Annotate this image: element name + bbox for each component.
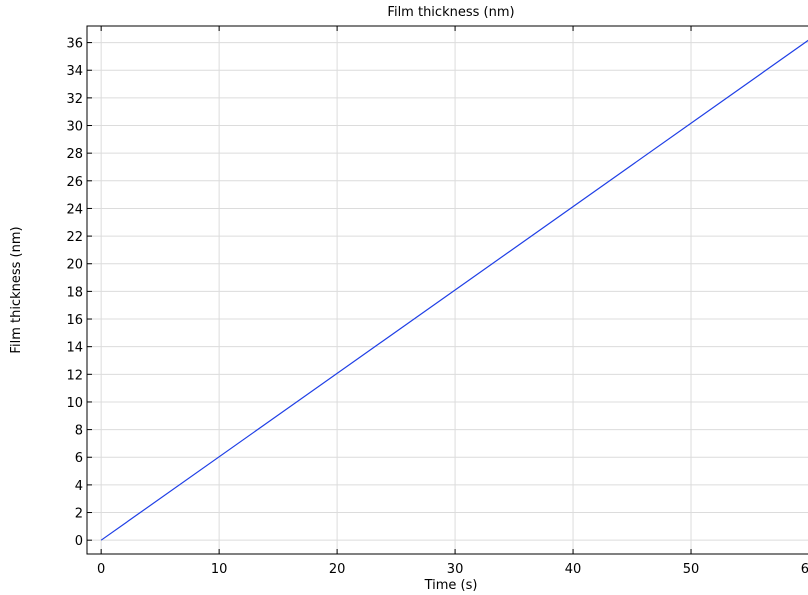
y-axis-label: Film thickness (nm) [9, 226, 24, 353]
y-tick-label: 36 [66, 37, 83, 52]
y-tick-label: 12 [66, 368, 83, 383]
y-tick-label: 10 [66, 396, 83, 411]
x-tick-label: 10 [211, 562, 228, 577]
x-tick-label: 30 [447, 562, 464, 577]
y-tick-label: 14 [66, 341, 83, 356]
x-tick-label: 40 [565, 562, 582, 577]
x-tick-label: 50 [683, 562, 700, 577]
y-tick-label: 34 [66, 64, 83, 79]
series-layer [100, 39, 808, 541]
y-tick-label: 22 [66, 230, 83, 245]
y-tick-label: 30 [66, 120, 83, 135]
series-line [100, 39, 808, 541]
x-axis-label: Time (s) [424, 578, 478, 593]
x-tick-label: 60 [801, 562, 808, 577]
y-tick-label: 0 [75, 534, 83, 549]
y-tick-label: 26 [66, 175, 83, 190]
x-tick-label: 0 [97, 562, 105, 577]
y-tick-label: 18 [66, 285, 83, 300]
y-tick-label: 2 [75, 507, 83, 522]
y-tick-label: 4 [75, 479, 83, 494]
y-tick-label: 16 [66, 313, 83, 328]
x-tick-label: 20 [329, 562, 346, 577]
chart-title: Film thickness (nm) [387, 5, 514, 20]
y-tick-label: 8 [75, 424, 83, 439]
plot-frame [86, 25, 808, 555]
y-tick-label: 24 [66, 202, 83, 217]
tick-layer: 0102030405060024681012141618202224262830… [66, 26, 808, 577]
grid-lines [87, 26, 808, 554]
y-tick-label: 6 [75, 451, 83, 466]
y-tick-label: 20 [66, 258, 83, 273]
y-tick-label: 32 [66, 92, 83, 107]
y-tick-label: 28 [66, 147, 83, 162]
